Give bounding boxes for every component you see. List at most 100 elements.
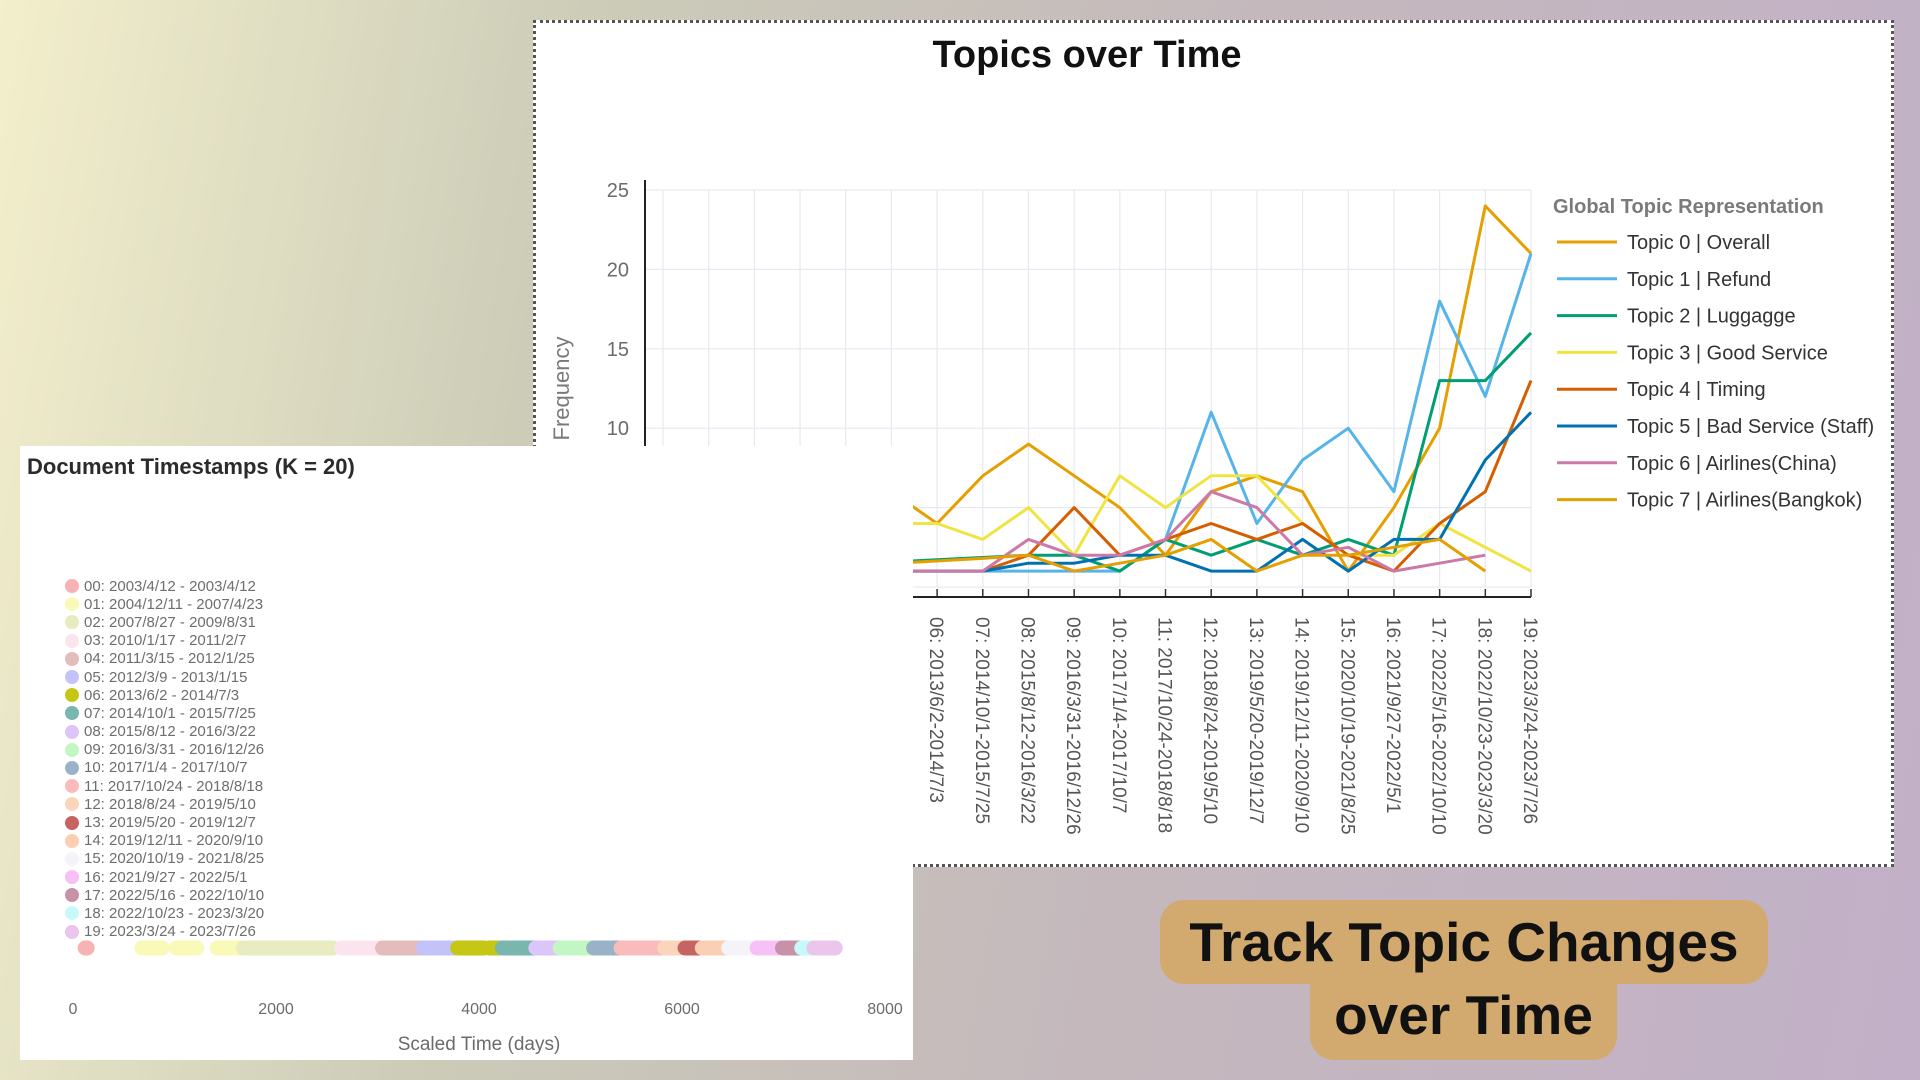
- timestamp-legend-label: 08: 2015/8/12 - 2016/3/22: [84, 723, 256, 741]
- legend-dot-icon: [65, 670, 79, 685]
- timestamp-legend-item[interactable]: 10: 2017/1/4 - 2017/10/7: [65, 759, 264, 777]
- legend-dot-icon: [65, 651, 79, 666]
- legend-entry[interactable]: Topic 7 | Airlines(Bangkok): [1627, 490, 1862, 512]
- timestamp-legend-label: 14: 2019/12/11 - 2020/9/10: [84, 832, 264, 850]
- timestamp-legend-item[interactable]: 09: 2016/3/31 - 2016/12/26: [65, 741, 264, 759]
- legend-title: Global Topic Representation: [1553, 196, 1824, 218]
- legend-entry[interactable]: Topic 6 | Airlines(China): [1627, 453, 1837, 475]
- timestamp-legend-label: 13: 2019/5/20 - 2019/12/7: [84, 814, 256, 832]
- x-tick-label: 12: 2018/8/24-2019/5/10: [1199, 617, 1220, 824]
- series-line-topic-7[interactable]: [754, 537, 1487, 573]
- legend-dot-icon: [65, 851, 79, 866]
- timestamp-legend-label: 00: 2003/4/12 - 2003/4/12: [84, 577, 256, 595]
- timestamp-legend-label: 03: 2010/1/17 - 2011/2/7: [84, 632, 247, 650]
- x-tick-label: 10: 2017/1/4-2017/10/7: [1108, 617, 1129, 814]
- timestamp-legend-label: 10: 2017/1/4 - 2017/10/7: [84, 759, 248, 777]
- timestamp-legend-item[interactable]: 00: 2003/4/12 - 2003/4/12: [65, 577, 264, 595]
- timestamp-legend-item[interactable]: 12: 2018/8/24 - 2019/5/10: [65, 795, 264, 813]
- x-tick-label: 15: 2020/10/19-2021/8/25: [1336, 617, 1357, 835]
- timestamp-legend-item[interactable]: 04: 2011/3/15 - 2012/1/25: [65, 650, 264, 668]
- timestamp-legend-item[interactable]: 01: 2004/12/11 - 2007/4/23: [65, 595, 264, 613]
- y-tick-label: 25: [607, 180, 629, 202]
- timestamp-legend-item[interactable]: 17: 2022/5/16 - 2022/10/10: [65, 886, 264, 904]
- y-tick-label: 15: [607, 339, 629, 361]
- x-tick-label: 2000: [258, 1001, 294, 1018]
- timestamp-legend-item[interactable]: 11: 2017/10/24 - 2018/8/18: [65, 777, 264, 795]
- y-tick-label: 10: [607, 418, 629, 440]
- legend-dot-icon: [65, 742, 79, 757]
- legend-entry[interactable]: Topic 5 | Bad Service (Staff): [1627, 416, 1874, 438]
- timestamps-legend: 00: 2003/4/12 - 2003/4/12 01: 2004/12/11 …: [65, 577, 264, 941]
- series-line-topic-1[interactable]: [708, 253, 1533, 573]
- timestamps-title: Document Timestamps (K = 20): [27, 454, 355, 479]
- legend-entry[interactable]: Topic 2 | Luggagge: [1627, 306, 1796, 328]
- timestamp-legend-label: 15: 2020/10/19 - 2021/8/25: [84, 850, 265, 868]
- timestamp-legend-label: 06: 2013/6/2 - 2014/7/3: [84, 686, 240, 704]
- legend-dot-icon: [65, 924, 79, 939]
- timestamp-legend-label: 12: 2018/8/24 - 2019/5/10: [84, 795, 256, 813]
- series-line-topic-4[interactable]: [982, 380, 1533, 573]
- legend-dot-icon: [65, 833, 79, 848]
- timestamp-legend-label: 02: 2007/8/27 - 2009/8/31: [84, 613, 256, 631]
- legend-dot-icon: [65, 597, 79, 612]
- x-tick-label: 4000: [461, 1001, 497, 1018]
- timestamp-legend-label: 05: 2012/3/9 - 2013/1/15: [84, 668, 248, 686]
- x-tick-label: 14: 2019/12/11-2020/9/10: [1291, 617, 1312, 833]
- timestamp-legend-item[interactable]: 15: 2020/10/19 - 2021/8/25: [65, 850, 264, 868]
- legend-dot-icon: [65, 870, 79, 885]
- timestamp-legend-label: 04: 2011/3/15 - 2012/1/25: [84, 650, 255, 668]
- x-axis-title: Scaled Time (days): [398, 1034, 561, 1055]
- legend-dot-icon: [65, 579, 79, 594]
- legend-dot-icon: [65, 688, 79, 703]
- x-tick-label: 0: [69, 1001, 78, 1018]
- x-tick-label: 16: 2021/9/27-2022/5/1: [1382, 617, 1403, 814]
- x-tick-label: 8000: [867, 1001, 903, 1018]
- timestamp-legend-label: 01: 2004/12/11 - 2007/4/23: [84, 595, 264, 613]
- legend-dot-icon: [65, 760, 79, 775]
- timestamp-legend-item[interactable]: 14: 2019/12/11 - 2020/9/10: [65, 832, 264, 850]
- legend-dot-icon: [65, 888, 79, 903]
- legend-entry[interactable]: Topic 4 | Timing: [1627, 379, 1766, 401]
- timestamp-legend-item[interactable]: 18: 2022/10/23 - 2023/3/20: [65, 904, 264, 922]
- x-tick-label: 17: 2022/5/16-2022/10/10: [1428, 617, 1449, 835]
- legend-entry[interactable]: Topic 3 | Good Service: [1627, 342, 1828, 364]
- timestamp-legend-item[interactable]: 05: 2012/3/9 - 2013/1/15: [65, 668, 264, 686]
- timestamp-legend-item[interactable]: 08: 2015/8/12 - 2016/3/22: [65, 723, 264, 741]
- timestamp-legend-item[interactable]: 02: 2007/8/27 - 2009/8/31: [65, 613, 264, 631]
- timestamp-legend-label: 19: 2023/3/24 - 2023/7/26: [84, 923, 256, 941]
- callout-line-2: over Time: [1310, 980, 1617, 1060]
- legend-dot-icon: [65, 706, 79, 721]
- legend-dot-icon: [65, 779, 79, 794]
- timestamp-legend-label: 18: 2022/10/23 - 2023/3/20: [84, 904, 265, 922]
- document-timestamps-panel: Document Timestamps (K = 20) 00: 2003/4/…: [20, 446, 913, 1060]
- legend-dot-icon: [65, 815, 79, 830]
- timestamp-legend-item[interactable]: 13: 2019/5/20 - 2019/12/7: [65, 813, 264, 831]
- x-tick-label: 08: 2015/8/12-2016/3/22: [1016, 617, 1037, 824]
- timestamp-legend-item[interactable]: 06: 2013/6/2 - 2014/7/3: [65, 686, 264, 704]
- legend-dot-icon: [65, 724, 79, 739]
- x-tick-label: 09: 2016/3/31-2016/12/26: [1062, 617, 1083, 835]
- legend-dot-icon: [65, 615, 79, 630]
- timestamp-legend-item[interactable]: 19: 2023/3/24 - 2023/7/26: [65, 923, 264, 941]
- x-tick-label: 19: 2023/3/24-2023/7/26: [1519, 617, 1540, 824]
- x-tick-label: 11: 2017/10/24-2018/8/18: [1154, 617, 1175, 833]
- x-tick-label: 6000: [664, 1001, 700, 1018]
- x-tick-label: 06: 2013/6/2-2014/7/3: [925, 617, 946, 803]
- timestamp-legend-item[interactable]: 16: 2021/9/27 - 2022/5/1: [65, 868, 264, 886]
- callout-line-1: Track Topic Changes: [1160, 900, 1768, 984]
- document-timestamps-chart: 0 2000 4000 6000 8000 Scaled Time (days): [69, 940, 903, 1055]
- x-tick-label: 07: 2014/10/1-2015/7/25: [971, 617, 992, 824]
- timestamp-legend-label: 16: 2021/9/27 - 2022/5/1: [84, 868, 248, 886]
- timestamp-legend-label: 09: 2016/3/31 - 2016/12/26: [84, 741, 265, 759]
- timestamp-legend-item[interactable]: 03: 2010/1/17 - 2011/2/7: [65, 632, 264, 650]
- y-tick-label: 20: [607, 259, 629, 281]
- legend-entry[interactable]: Topic 0 | Overall: [1627, 232, 1770, 254]
- legend-entry[interactable]: Topic 1 | Refund: [1627, 269, 1771, 291]
- legend-dot-icon: [65, 906, 79, 921]
- y-axis-title: Frequency: [549, 337, 574, 441]
- legend-dot-icon: [65, 633, 79, 648]
- timestamp-legend-item[interactable]: 07: 2014/10/1 - 2015/7/25: [65, 704, 264, 722]
- chart-title: Topics over Time: [932, 34, 1241, 76]
- timestamp-legend-label: 17: 2022/5/16 - 2022/10/10: [84, 886, 265, 904]
- timestamp-legend-label: 07: 2014/10/1 - 2015/7/25: [84, 704, 256, 722]
